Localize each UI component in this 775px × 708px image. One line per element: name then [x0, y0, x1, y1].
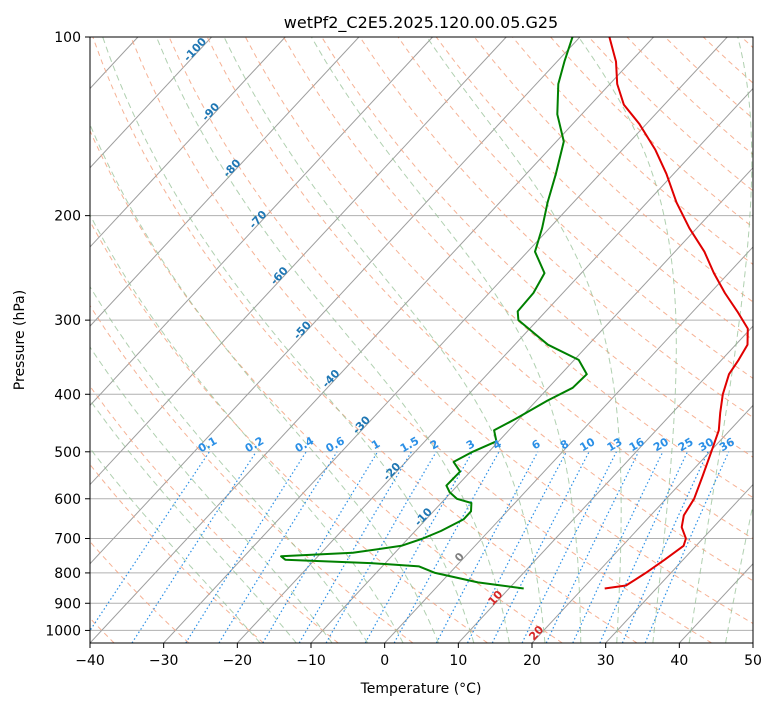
- mixing-ratio-line: [262, 451, 379, 643]
- moist-adiabat: [578, 37, 677, 643]
- reference-lines: [90, 37, 753, 643]
- mixing-ratio-line: [644, 451, 730, 643]
- moist-adiabat: [90, 285, 369, 643]
- dry-adiabat: [90, 304, 414, 643]
- dry-adiabat: [206, 37, 753, 582]
- moist-adiabat: [90, 123, 439, 643]
- mixing-ratio-line: [131, 451, 257, 643]
- y-tick-label: 400: [54, 387, 81, 403]
- mixing-ratio-line: [185, 451, 307, 643]
- dewpoint-profile-line: [280, 37, 588, 590]
- moist-adiabat: [90, 346, 333, 643]
- dry-adiabat: [92, 37, 638, 643]
- x-tick-label: 20: [523, 653, 541, 669]
- x-tick-label: 0: [380, 653, 389, 669]
- x-tick-label: −40: [75, 653, 105, 669]
- mixing-ratio-line: [90, 451, 210, 632]
- y-tick-label: 800: [54, 566, 81, 582]
- y-tick-label: 1000: [45, 623, 81, 639]
- plot-frame: [89, 36, 754, 644]
- isotherm-line: [163, 37, 728, 643]
- mixing-ratio-line: [435, 451, 539, 643]
- y-tick-label: 200: [54, 209, 81, 225]
- moist-adiabat: [156, 37, 510, 643]
- moist-adiabat: [102, 37, 475, 643]
- chart-title: wetPf2_C2E5.2025.120.00.05.G25: [284, 13, 558, 33]
- dry-adiabat: [168, 37, 753, 625]
- x-tick-label: 40: [670, 653, 688, 669]
- x-tick-label: 50: [744, 653, 762, 669]
- isotherm-line: [90, 37, 654, 643]
- x-tick-label: 30: [597, 653, 615, 669]
- dry-adiabat: [90, 220, 488, 643]
- isotherm-line: [90, 37, 581, 565]
- y-axis: 100 200 300 400 500 600 700 800 900 1000: [45, 30, 90, 639]
- x-axis: −40 −30 −20 −10 0 10 20 30 40 50: [75, 643, 762, 669]
- isotherm-line: [605, 483, 753, 643]
- isotherm-line: [90, 37, 286, 248]
- isotherm-line: [90, 37, 360, 327]
- moist-adiabat: [725, 502, 753, 643]
- moist-adiabat: [90, 213, 404, 643]
- x-axis-title: Temperature (°C): [360, 681, 482, 697]
- mixing-ratio-line: [393, 451, 500, 643]
- dry-adiabat: [90, 129, 563, 643]
- y-tick-label: 900: [54, 596, 81, 612]
- isotherm-line: [90, 37, 433, 407]
- dry-adiabat: [130, 37, 712, 643]
- y-tick-label: 100: [54, 30, 81, 46]
- mixing-ratio-line: [521, 451, 617, 643]
- x-tick-label: −20: [223, 653, 253, 669]
- moist-adiabat: [688, 37, 753, 643]
- isotherm-line: [90, 37, 507, 486]
- isotherm-line: [90, 37, 212, 169]
- dry-adiabat: [435, 37, 753, 341]
- x-tick-label: −10: [296, 653, 326, 669]
- mixing-ratio-line: [491, 451, 590, 643]
- y-axis-title: Pressure (hPa): [12, 290, 28, 390]
- temperature-profile-line: [604, 37, 749, 590]
- y-tick-label: 300: [54, 313, 81, 329]
- moist-adiabat: [223, 37, 546, 643]
- y-tick-label: 500: [54, 445, 81, 461]
- x-tick-label: 10: [449, 653, 467, 669]
- isotherm-line: [531, 404, 753, 643]
- isotherm-line: [236, 87, 753, 643]
- isotherm-line: [384, 246, 753, 643]
- moist-adiabat: [90, 399, 297, 643]
- x-tick-label: −30: [149, 653, 179, 669]
- dry-adiabat: [321, 37, 753, 458]
- y-tick-label: 700: [54, 532, 81, 548]
- y-tick-label: 600: [54, 492, 81, 508]
- profiles: [280, 37, 749, 590]
- grid-layer: [90, 37, 753, 643]
- moist-adiabat: [90, 447, 261, 643]
- dry-adiabat: [90, 463, 264, 643]
- isotherm-line: [457, 325, 753, 643]
